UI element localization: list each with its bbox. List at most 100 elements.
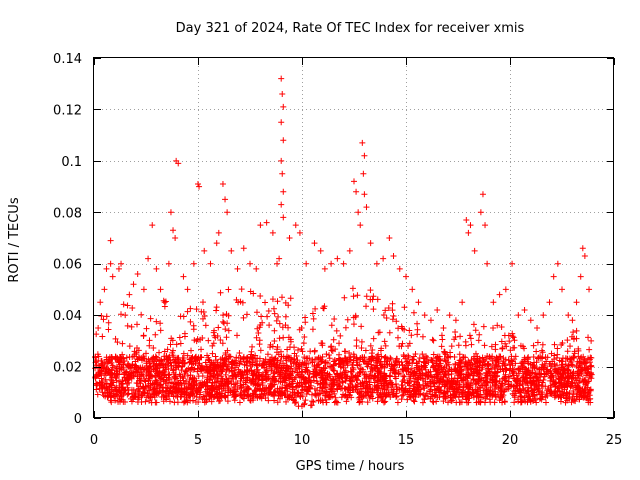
data-point	[516, 365, 523, 372]
data-point	[195, 373, 202, 380]
data-point	[93, 358, 100, 365]
data-point	[127, 395, 134, 402]
data-point	[329, 388, 336, 395]
data-point	[339, 357, 346, 364]
data-point	[320, 399, 327, 406]
data-point	[278, 75, 285, 82]
data-point	[405, 366, 412, 373]
data-point	[509, 333, 516, 340]
data-point	[561, 384, 568, 391]
data-point	[381, 338, 388, 345]
data-point	[511, 337, 518, 344]
data-point	[108, 370, 115, 377]
data-point	[358, 345, 365, 352]
data-point	[465, 399, 472, 406]
data-point	[438, 332, 445, 339]
data-point	[179, 363, 186, 370]
data-point	[364, 399, 371, 406]
data-point	[456, 351, 463, 358]
data-point	[481, 399, 488, 406]
data-point	[217, 364, 224, 371]
data-point	[301, 334, 308, 340]
data-point	[120, 364, 127, 371]
data-point	[184, 286, 191, 293]
data-point	[381, 354, 388, 361]
data-point	[222, 394, 229, 401]
y-tick-label: 0.04	[53, 309, 82, 324]
data-point	[252, 391, 259, 398]
data-point	[277, 348, 284, 355]
data-point	[491, 368, 498, 375]
data-point	[359, 354, 366, 361]
data-point	[576, 387, 583, 394]
data-point	[146, 337, 153, 344]
data-point	[536, 366, 543, 373]
data-point	[433, 389, 440, 396]
data-point	[520, 374, 527, 381]
data-point	[463, 382, 470, 389]
data-point	[118, 393, 125, 400]
data-point	[568, 333, 575, 340]
data-point	[143, 383, 150, 390]
data-point	[355, 209, 362, 216]
data-point	[469, 361, 476, 368]
data-point	[225, 286, 232, 293]
data-point	[143, 394, 150, 401]
data-point	[468, 370, 475, 377]
data-point	[558, 381, 565, 388]
data-point	[335, 381, 342, 388]
data-point	[265, 307, 272, 314]
data-point	[554, 260, 561, 267]
data-point	[128, 398, 135, 405]
data-point	[480, 387, 487, 394]
data-point	[413, 360, 420, 367]
data-point	[428, 373, 435, 380]
data-point	[361, 152, 368, 159]
data-point	[269, 229, 276, 236]
data-point	[253, 265, 260, 272]
data-point	[419, 333, 426, 340]
data-point	[338, 394, 345, 401]
data-point	[576, 396, 583, 403]
data-point	[442, 358, 449, 365]
data-point	[378, 345, 385, 352]
data-point	[400, 377, 407, 384]
data-point	[311, 385, 318, 392]
data-point	[93, 380, 100, 387]
data-point	[163, 366, 170, 373]
data-point	[259, 362, 266, 369]
data-point	[341, 369, 348, 376]
data-point	[478, 366, 485, 373]
data-point	[568, 361, 575, 368]
data-point	[503, 366, 510, 373]
data-point	[401, 373, 408, 380]
data-point	[530, 359, 537, 366]
data-point	[275, 313, 282, 320]
data-point	[191, 366, 198, 373]
data-point	[198, 363, 205, 370]
data-point	[350, 386, 357, 393]
y-tick-label: 0.02	[53, 361, 82, 376]
data-point	[286, 372, 293, 379]
data-point	[292, 399, 299, 406]
data-point	[432, 366, 439, 373]
data-point	[573, 299, 580, 306]
data-point	[581, 358, 588, 365]
data-point	[200, 381, 207, 388]
data-point	[442, 383, 449, 390]
data-point	[353, 355, 360, 362]
data-point	[486, 353, 493, 360]
data-point	[339, 378, 346, 385]
data-point	[364, 388, 371, 395]
data-point	[484, 379, 491, 386]
data-point	[305, 388, 312, 395]
data-point	[403, 359, 410, 366]
data-point	[274, 364, 281, 371]
data-point	[303, 260, 310, 267]
data-point	[215, 229, 222, 236]
data-point	[579, 245, 586, 252]
data-point	[114, 370, 121, 377]
data-point	[129, 305, 136, 312]
data-point	[499, 365, 506, 372]
data-point	[211, 332, 218, 339]
